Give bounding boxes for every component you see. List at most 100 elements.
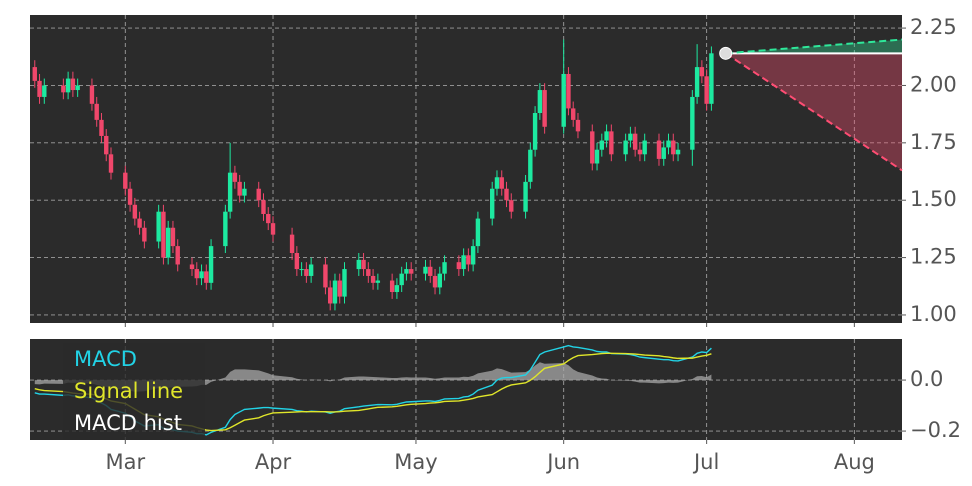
candle-body bbox=[223, 211, 228, 247]
candle-body bbox=[142, 227, 147, 242]
candle-body bbox=[232, 172, 238, 182]
candle-body bbox=[270, 223, 276, 235]
y-tick-label: 2.00 bbox=[910, 72, 957, 96]
legend-box bbox=[63, 343, 205, 440]
candle-body bbox=[356, 259, 361, 270]
candle-body bbox=[194, 269, 199, 279]
candle-body bbox=[308, 264, 314, 276]
candle-body bbox=[137, 218, 142, 228]
x-tick-label: Apr bbox=[255, 450, 292, 474]
candle-body bbox=[632, 133, 638, 150]
candle-body bbox=[590, 131, 595, 164]
candle-body bbox=[32, 67, 37, 81]
candle-body bbox=[42, 85, 47, 97]
candle-body bbox=[542, 90, 547, 127]
candle-body bbox=[675, 149, 681, 155]
x-tick-label: May bbox=[394, 450, 437, 474]
candle-body bbox=[432, 275, 438, 288]
candle-body bbox=[94, 103, 99, 120]
price-panel bbox=[30, 15, 902, 323]
y-tick-label: 1.00 bbox=[910, 302, 957, 326]
candle-body bbox=[609, 131, 614, 155]
candle-body bbox=[456, 262, 462, 270]
candle-body bbox=[323, 264, 328, 288]
candle-body bbox=[89, 85, 95, 104]
candle-body bbox=[470, 246, 476, 265]
forecast-point bbox=[719, 46, 733, 60]
candle-body bbox=[104, 135, 109, 155]
candle-body bbox=[208, 246, 214, 283]
candle-body bbox=[404, 269, 409, 274]
forecast-upper bbox=[725, 38, 903, 55]
candle-body bbox=[461, 255, 466, 270]
candle-body bbox=[494, 177, 500, 189]
candle-body bbox=[671, 140, 676, 155]
candle-body bbox=[108, 154, 114, 173]
candle-body bbox=[628, 133, 633, 141]
candle-body bbox=[666, 140, 671, 148]
candle-body bbox=[132, 204, 138, 219]
candle-body bbox=[266, 213, 271, 224]
candle-body bbox=[199, 271, 204, 279]
candle-body bbox=[571, 108, 576, 120]
candle-body bbox=[709, 53, 714, 104]
candle-body bbox=[189, 264, 195, 270]
candle-body bbox=[242, 188, 247, 196]
candle-body bbox=[409, 269, 414, 274]
candle-body bbox=[375, 280, 381, 283]
candle-body bbox=[237, 181, 242, 196]
candle-body bbox=[261, 200, 266, 214]
candle-body bbox=[428, 266, 433, 276]
candle-body bbox=[70, 78, 76, 91]
legend-entry: MACD bbox=[74, 347, 137, 371]
candle-body bbox=[442, 262, 447, 274]
y-tick-label: 1.50 bbox=[910, 187, 957, 211]
candle-body bbox=[337, 280, 342, 297]
x-tick-label: Mar bbox=[105, 450, 145, 474]
candle-body bbox=[65, 78, 71, 93]
candle-body bbox=[690, 96, 695, 150]
candle-body bbox=[437, 273, 442, 288]
candle-body bbox=[61, 85, 66, 93]
candle-body bbox=[623, 140, 628, 155]
candle-body bbox=[704, 76, 709, 104]
candle-body bbox=[466, 255, 471, 265]
forecast-lower bbox=[725, 52, 903, 172]
candle-body bbox=[170, 227, 176, 247]
x-tick-label: Jun bbox=[545, 450, 580, 474]
candle-body bbox=[332, 280, 338, 304]
candle-body bbox=[604, 131, 609, 141]
candle-body bbox=[637, 149, 643, 155]
candle-body bbox=[599, 140, 605, 150]
candle-body bbox=[127, 188, 133, 205]
candle-body bbox=[523, 181, 528, 212]
y-tick-label: 0.0 bbox=[910, 367, 943, 391]
candle-body bbox=[227, 172, 233, 212]
candle-body bbox=[299, 269, 304, 271]
candle-body bbox=[561, 73, 566, 127]
candle-body bbox=[161, 211, 166, 258]
candle-body bbox=[156, 211, 161, 242]
y-tick-label: 2.25 bbox=[910, 15, 957, 39]
candle-body bbox=[175, 246, 180, 265]
y-tick-label: −0.2 bbox=[910, 418, 961, 442]
candle-body bbox=[504, 188, 509, 201]
candle-body bbox=[99, 119, 104, 136]
candle-body bbox=[490, 188, 495, 219]
candle-body bbox=[304, 269, 309, 276]
candle-body bbox=[294, 253, 300, 270]
candle-body bbox=[475, 218, 481, 247]
candle-body bbox=[327, 287, 333, 304]
y-tick-label: 1.75 bbox=[910, 130, 957, 154]
legend-entry: Signal line bbox=[74, 379, 183, 403]
candle-body bbox=[256, 188, 261, 201]
x-tick-label: Aug bbox=[834, 450, 875, 474]
candle-body bbox=[642, 140, 647, 155]
candle-body bbox=[694, 67, 700, 97]
candle-body bbox=[75, 85, 80, 91]
y-tick-label: 1.25 bbox=[910, 245, 957, 269]
candle-body bbox=[699, 67, 705, 77]
candle-body bbox=[528, 149, 533, 182]
